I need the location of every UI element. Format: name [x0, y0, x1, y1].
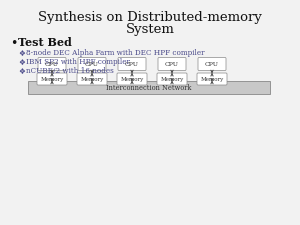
Text: ❖: ❖ — [18, 58, 25, 67]
FancyBboxPatch shape — [37, 73, 67, 85]
FancyBboxPatch shape — [117, 73, 147, 85]
FancyBboxPatch shape — [158, 58, 186, 70]
FancyBboxPatch shape — [28, 81, 270, 94]
Text: •: • — [10, 36, 17, 50]
FancyBboxPatch shape — [198, 58, 226, 70]
FancyBboxPatch shape — [78, 58, 106, 70]
Text: ❖: ❖ — [18, 49, 25, 58]
Text: CPU: CPU — [125, 61, 139, 67]
Text: Memory: Memory — [80, 76, 104, 81]
FancyBboxPatch shape — [118, 58, 146, 70]
Text: IBM SP2 with HPF compiler: IBM SP2 with HPF compiler — [26, 58, 130, 66]
Text: CPU: CPU — [85, 61, 99, 67]
FancyBboxPatch shape — [157, 73, 187, 85]
Text: nCUBE/2 with 16 nodes: nCUBE/2 with 16 nodes — [26, 67, 114, 75]
Text: Memory: Memory — [120, 76, 144, 81]
FancyBboxPatch shape — [197, 73, 227, 85]
Text: Interconnection Network: Interconnection Network — [106, 83, 192, 92]
Text: CPU: CPU — [165, 61, 179, 67]
Text: Test Bed: Test Bed — [18, 38, 72, 49]
Text: ❖: ❖ — [18, 67, 25, 76]
Text: Memory: Memory — [200, 76, 224, 81]
Text: Synthesis on Distributed-memory: Synthesis on Distributed-memory — [38, 11, 262, 23]
Text: 8-node DEC Alpha Farm with DEC HPF compiler: 8-node DEC Alpha Farm with DEC HPF compi… — [26, 49, 205, 57]
Text: System: System — [126, 22, 174, 36]
Text: Memory: Memory — [160, 76, 184, 81]
Text: Memory: Memory — [40, 76, 64, 81]
FancyBboxPatch shape — [38, 58, 66, 70]
FancyBboxPatch shape — [77, 73, 107, 85]
Text: CPU: CPU — [205, 61, 219, 67]
Text: CPU: CPU — [45, 61, 59, 67]
